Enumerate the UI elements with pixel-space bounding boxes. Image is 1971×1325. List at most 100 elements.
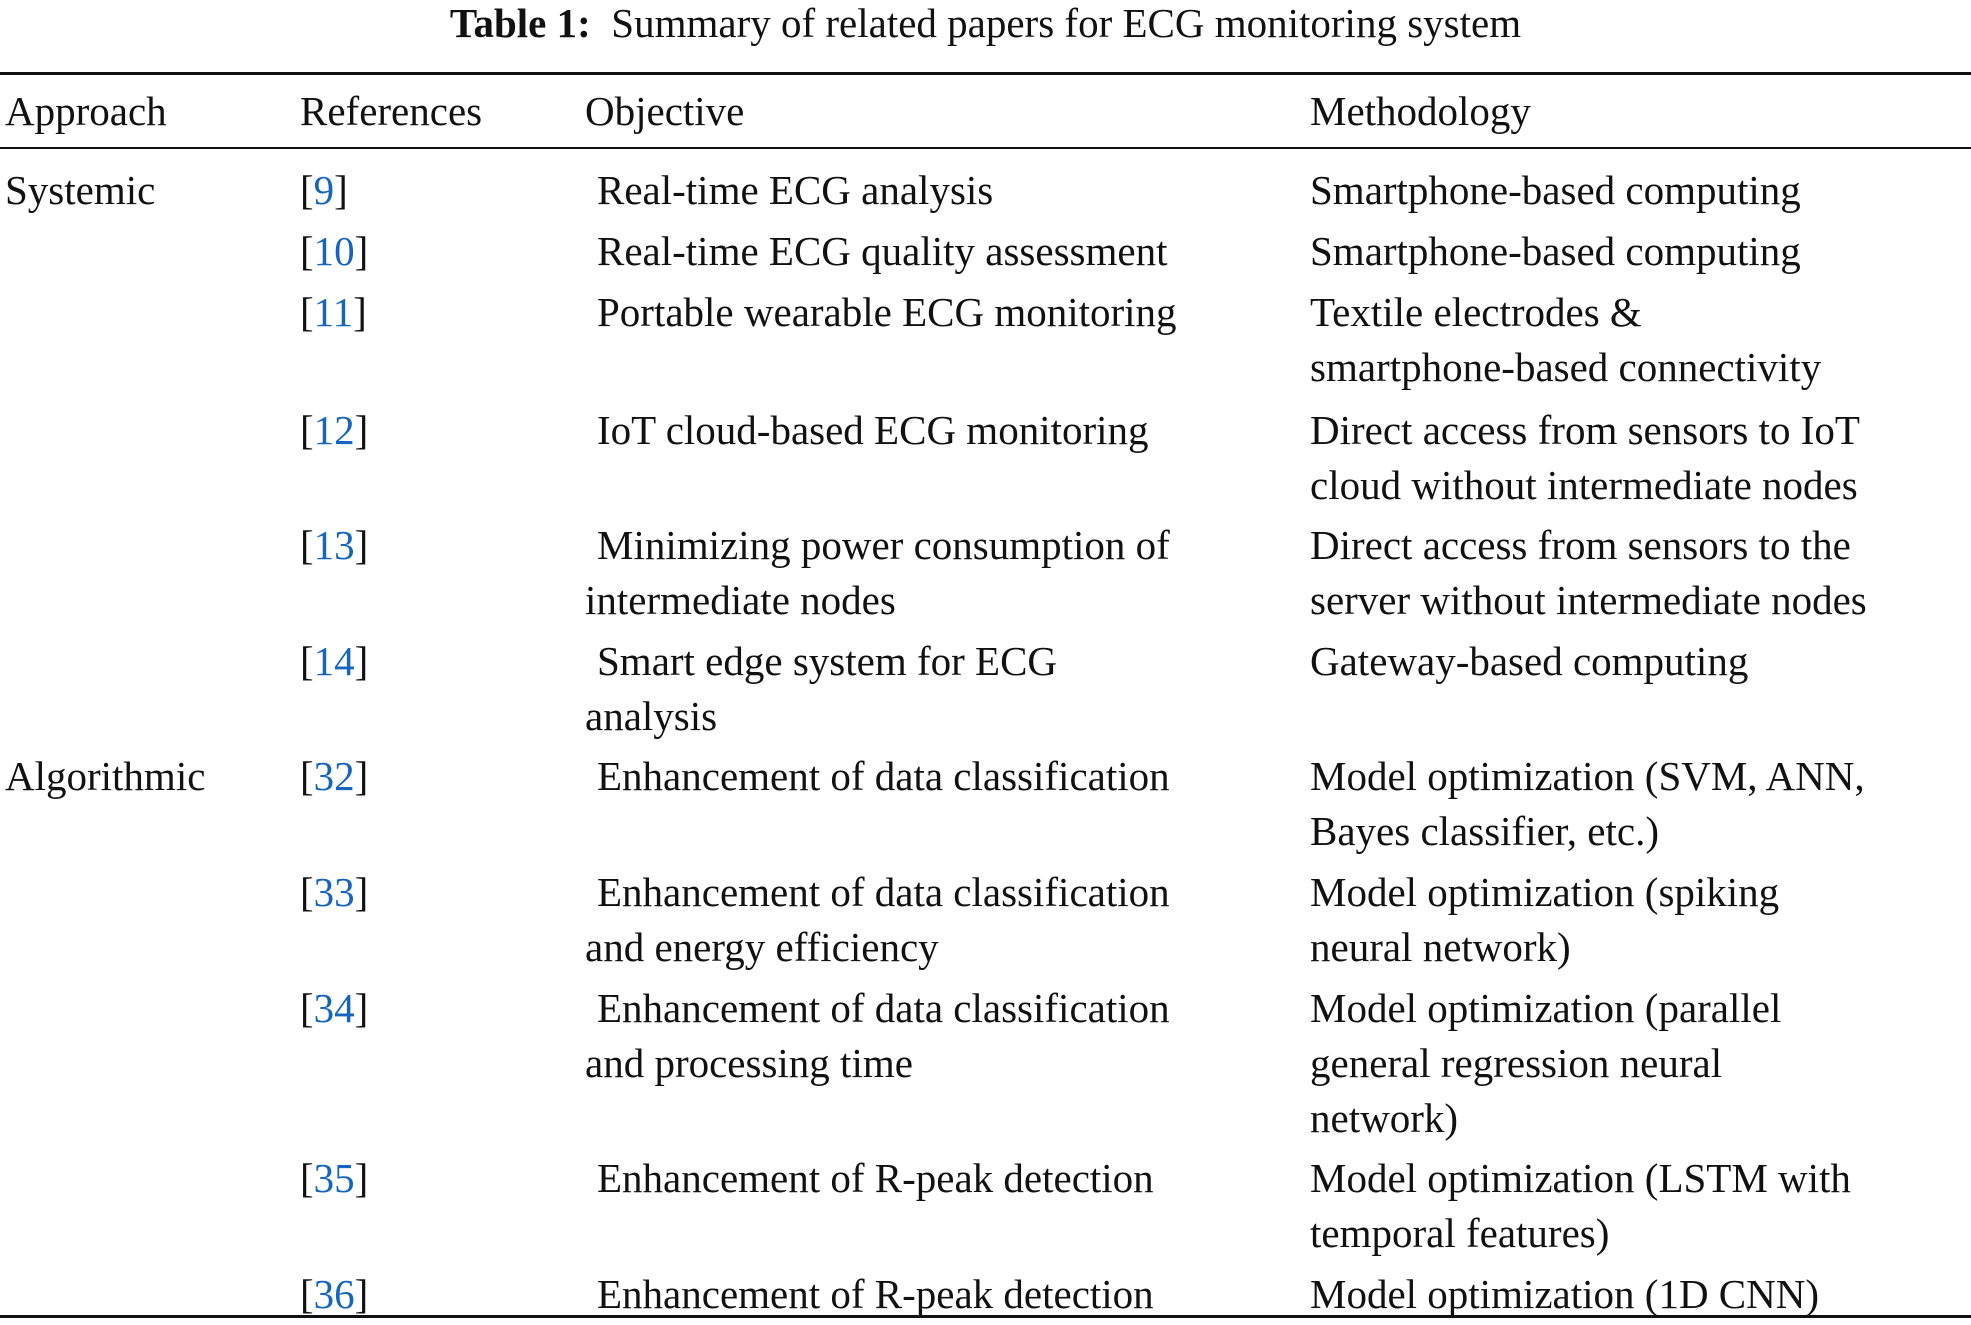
objective-cell: Minimizing power consumption of intermedi… xyxy=(585,518,1170,628)
bracket-open: [ xyxy=(300,407,314,453)
methodology-line: Smartphone-based computing xyxy=(1310,228,1801,274)
reference-link[interactable]: 33 xyxy=(313,869,355,915)
objective-line: analysis xyxy=(585,693,718,739)
group-label-algorithmic: Algorithmic xyxy=(5,753,206,799)
methodology-cell: Direct access from sensors to the server … xyxy=(1310,518,1867,628)
objective-cell: Enhancement of data classification and pr… xyxy=(585,981,1170,1091)
bracket-open: [ xyxy=(300,1155,314,1201)
objective-line: Minimizing power consumption of xyxy=(597,522,1170,568)
methodology-line: Smartphone-based computing xyxy=(1310,167,1801,213)
bracket-close: ] xyxy=(354,1155,369,1201)
bracket-close: ] xyxy=(354,407,369,453)
objective-line: intermediate nodes xyxy=(585,577,896,623)
objective-cell: Enhancement of data classification xyxy=(585,749,1170,804)
reference-cell: [35] xyxy=(300,1151,368,1206)
bracket-open: [ xyxy=(300,985,314,1031)
table-caption-text: Summary of related papers for ECG monito… xyxy=(611,0,1522,46)
objective-line: Smart edge system for ECG xyxy=(597,638,1058,684)
methodology-line: network) xyxy=(1310,1095,1459,1141)
header-references: References xyxy=(300,88,483,134)
bracket-close: ] xyxy=(354,522,369,568)
reference-link[interactable]: 34 xyxy=(313,985,355,1031)
bracket-open: [ xyxy=(300,167,314,213)
header-rule xyxy=(0,147,1971,149)
objective-cell: Smart edge system for ECG analysis xyxy=(585,634,1057,744)
bracket-open: [ xyxy=(300,869,314,915)
bracket-open: [ xyxy=(300,289,314,335)
methodology-line: Model optimization (SVM, ANN, xyxy=(1310,753,1865,799)
reference-link[interactable]: 35 xyxy=(313,1155,355,1201)
methodology-line: Model optimization (parallel xyxy=(1310,985,1782,1031)
methodology-cell: Textile electrodes & smartphone-based con… xyxy=(1310,285,1821,395)
bracket-close: ] xyxy=(354,753,369,799)
bracket-close: ] xyxy=(354,1271,369,1317)
top-rule xyxy=(0,72,1971,75)
reference-link[interactable]: 36 xyxy=(313,1271,355,1317)
reference-cell: [10] xyxy=(300,224,368,279)
objective-cell: Enhancement of R-peak detection xyxy=(585,1267,1154,1322)
methodology-line: temporal features) xyxy=(1310,1210,1610,1256)
methodology-line: neural network) xyxy=(1310,924,1571,970)
objective-cell: IoT cloud-based ECG monitoring xyxy=(585,403,1149,458)
header-methodology: Methodology xyxy=(1310,88,1531,134)
reference-cell: [32] xyxy=(300,749,368,804)
table-caption-label: Table 1: xyxy=(449,0,591,46)
bracket-close: ] xyxy=(353,289,367,335)
bracket-close: ] xyxy=(354,638,369,684)
objective-line: IoT cloud-based ECG monitoring xyxy=(597,407,1149,453)
methodology-cell: Model optimization (spiking neural networ… xyxy=(1310,865,1779,975)
methodology-line: server without intermediate nodes xyxy=(1310,577,1867,623)
group-label-systemic: Systemic xyxy=(5,167,156,213)
header-objective: Objective xyxy=(585,88,745,134)
objective-cell: Portable wearable ECG monitoring xyxy=(585,285,1177,340)
objective-cell: Real-time ECG analysis xyxy=(585,163,993,218)
reference-link[interactable]: 9 xyxy=(313,167,335,213)
methodology-cell: Model optimization (SVM, ANN, Bayes class… xyxy=(1310,749,1865,859)
objective-line: and processing time xyxy=(585,1040,913,1086)
reference-link[interactable]: 12 xyxy=(313,407,355,453)
reference-cell: [11] xyxy=(300,285,367,340)
methodology-line: cloud without intermediate nodes xyxy=(1310,462,1858,508)
objective-line: Enhancement of data classification xyxy=(597,985,1170,1031)
bracket-open: [ xyxy=(300,522,314,568)
reference-link[interactable]: 14 xyxy=(313,638,355,684)
reference-link[interactable]: 32 xyxy=(313,753,355,799)
methodology-cell: Smartphone-based computing xyxy=(1310,224,1801,279)
methodology-cell: Model optimization (1D CNN) xyxy=(1310,1267,1819,1322)
reference-cell: [36] xyxy=(300,1267,368,1322)
objective-line: Portable wearable ECG monitoring xyxy=(597,289,1177,335)
bracket-close: ] xyxy=(354,869,369,915)
bracket-open: [ xyxy=(300,638,314,684)
reference-cell: [13] xyxy=(300,518,368,573)
reference-cell: [34] xyxy=(300,981,368,1036)
methodology-line: smartphone-based connectivity xyxy=(1310,344,1822,390)
objective-line: Enhancement of R-peak detection xyxy=(597,1271,1154,1317)
methodology-line: general regression neural xyxy=(1310,1040,1723,1086)
methodology-line: Direct access from sensors to the xyxy=(1310,522,1851,568)
reference-cell: [33] xyxy=(300,865,368,920)
objective-line: Real-time ECG analysis xyxy=(597,167,994,213)
objective-line: Enhancement of R-peak detection xyxy=(597,1155,1154,1201)
methodology-line: Model optimization (spiking xyxy=(1310,869,1780,915)
objective-line: Enhancement of data classification xyxy=(597,869,1170,915)
methodology-cell: Direct access from sensors to IoT cloud w… xyxy=(1310,403,1860,513)
header-approach: Approach xyxy=(5,88,167,134)
methodology-line: Gateway-based computing xyxy=(1310,638,1749,684)
bracket-open: [ xyxy=(300,1271,314,1317)
methodology-line: Model optimization (1D CNN) xyxy=(1310,1271,1820,1317)
objective-cell: Enhancement of data classification and en… xyxy=(585,865,1170,975)
reference-link[interactable]: 13 xyxy=(313,522,355,568)
methodology-cell: Model optimization (parallel general regr… xyxy=(1310,981,1781,1146)
methodology-cell: Gateway-based computing xyxy=(1310,634,1748,689)
reference-link[interactable]: 11 xyxy=(313,289,354,335)
methodology-line: Textile electrodes & xyxy=(1310,289,1642,335)
bracket-close: ] xyxy=(354,985,369,1031)
bracket-open: [ xyxy=(300,228,314,274)
methodology-cell: Model optimization (LSTM with temporal fe… xyxy=(1310,1151,1851,1261)
reference-link[interactable]: 10 xyxy=(313,228,355,274)
methodology-line: Model optimization (LSTM with xyxy=(1310,1155,1851,1201)
bracket-close: ] xyxy=(354,228,369,274)
objective-cell: Real-time ECG quality assessment xyxy=(585,224,1167,279)
table-caption: Table 1: Summary of related papers for E… xyxy=(0,0,1971,46)
objective-line: and energy efficiency xyxy=(585,924,939,970)
